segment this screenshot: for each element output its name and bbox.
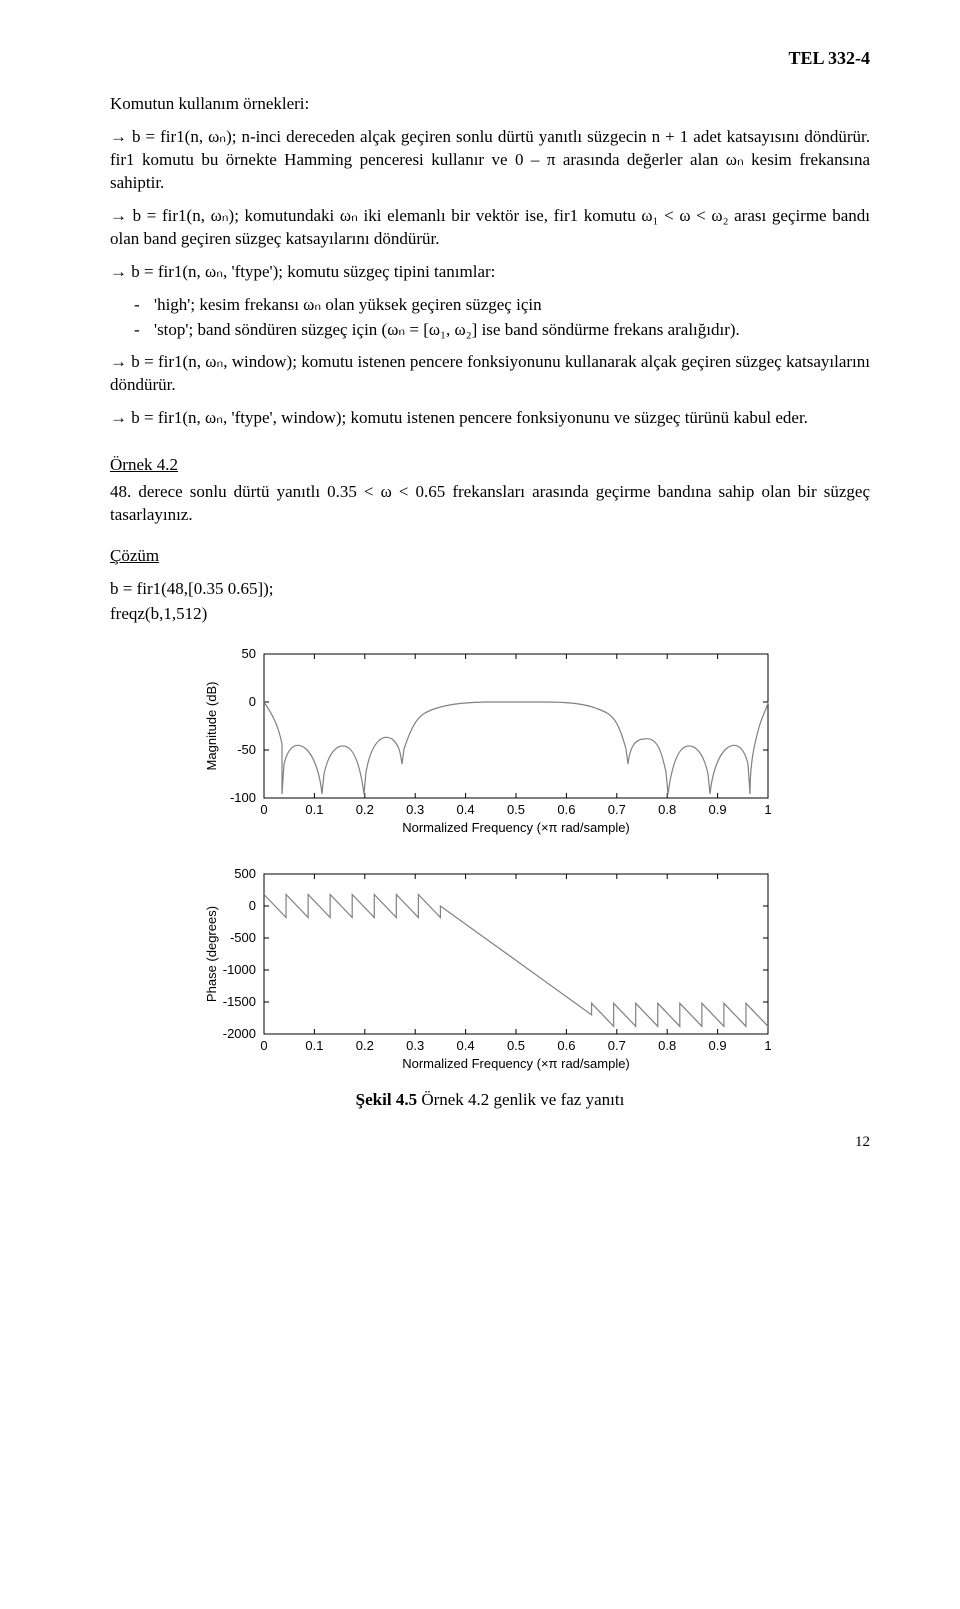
paragraph-3: → b = fir1(n, ωₙ, 'ftype'); komutu süzge…: [110, 261, 870, 284]
example-title: Örnek 4.2: [110, 455, 178, 474]
paragraph-4: → b = fir1(n, ωₙ, window); komutu istene…: [110, 351, 870, 397]
page-header: TEL 332-4: [110, 48, 870, 69]
paragraph-1: → b = fir1(n, ωₙ); n-inci dereceden alça…: [110, 126, 870, 195]
svg-text:0: 0: [260, 802, 267, 817]
example-text: 48. derece sonlu dürtü yanıtlı 0.35 < ω …: [110, 481, 870, 527]
caption-bold: Şekil 4.5: [356, 1090, 417, 1109]
svg-text:50: 50: [242, 646, 256, 661]
svg-text:1: 1: [764, 1038, 771, 1053]
bullet-2: 'stop'; band söndüren süzgeç için (ωₙ = …: [154, 319, 870, 342]
caption-text: Örnek 4.2 genlik ve faz yanıtı: [417, 1090, 624, 1109]
paragraph-5: → b = fir1(n, ωₙ, 'ftype', window); komu…: [110, 407, 870, 430]
svg-text:0.1: 0.1: [305, 802, 323, 817]
figure-caption: Şekil 4.5 Örnek 4.2 genlik ve faz yanıtı: [110, 1090, 870, 1110]
svg-text:0.3: 0.3: [406, 802, 424, 817]
svg-text:0: 0: [260, 1038, 267, 1053]
svg-text:-500: -500: [230, 930, 256, 945]
svg-text:0.4: 0.4: [457, 802, 475, 817]
freqz-chart: 500-50-10000.10.20.30.40.50.60.70.80.91N…: [200, 644, 780, 1084]
svg-text:0.3: 0.3: [406, 1038, 424, 1053]
svg-text:0.7: 0.7: [608, 802, 626, 817]
code-line-2: freqz(b,1,512): [110, 603, 870, 626]
svg-text:-2000: -2000: [223, 1026, 256, 1041]
svg-text:0.2: 0.2: [356, 802, 374, 817]
svg-text:0.6: 0.6: [557, 1038, 575, 1053]
svg-text:0.8: 0.8: [658, 1038, 676, 1053]
svg-text:0: 0: [249, 694, 256, 709]
svg-text:500: 500: [234, 866, 256, 881]
solution-heading: Çözüm: [110, 545, 870, 568]
svg-text:-1000: -1000: [223, 962, 256, 977]
svg-text:Normalized Frequency (×π rad/: Normalized Frequency (×π rad/sample): [402, 820, 630, 835]
svg-text:Magnitude (dB): Magnitude (dB): [204, 681, 219, 770]
svg-text:-50: -50: [237, 742, 256, 757]
svg-text:-100: -100: [230, 790, 256, 805]
bullet-1: 'high'; kesim frekansı ωₙ olan yüksek ge…: [154, 294, 870, 317]
svg-text:Phase (degrees): Phase (degrees): [204, 906, 219, 1002]
svg-text:0.9: 0.9: [709, 1038, 727, 1053]
svg-text:0.2: 0.2: [356, 1038, 374, 1053]
svg-text:-1500: -1500: [223, 994, 256, 1009]
svg-text:1: 1: [764, 802, 771, 817]
paragraph-2: → b = fir1(n, ωₙ); komutundaki ωₙ iki el…: [110, 205, 870, 251]
svg-text:0.6: 0.6: [557, 802, 575, 817]
svg-text:0.8: 0.8: [658, 802, 676, 817]
page-number: 12: [110, 1134, 870, 1151]
svg-text:0.5: 0.5: [507, 802, 525, 817]
svg-text:0: 0: [249, 898, 256, 913]
svg-text:0.1: 0.1: [305, 1038, 323, 1053]
section-title: Komutun kullanım örnekleri:: [110, 93, 870, 116]
chart-area: 500-50-10000.10.20.30.40.50.60.70.80.91N…: [200, 644, 870, 1084]
svg-text:0.4: 0.4: [457, 1038, 475, 1053]
solution-title: Çözüm: [110, 546, 159, 565]
example-heading: Örnek 4.2: [110, 454, 870, 477]
svg-text:Normalized Frequency (×π rad/: Normalized Frequency (×π rad/sample): [402, 1056, 630, 1071]
svg-text:0.7: 0.7: [608, 1038, 626, 1053]
svg-text:0.9: 0.9: [709, 802, 727, 817]
code-line-1: b = fir1(48,[0.35 0.65]);: [110, 578, 870, 601]
svg-text:0.5: 0.5: [507, 1038, 525, 1053]
